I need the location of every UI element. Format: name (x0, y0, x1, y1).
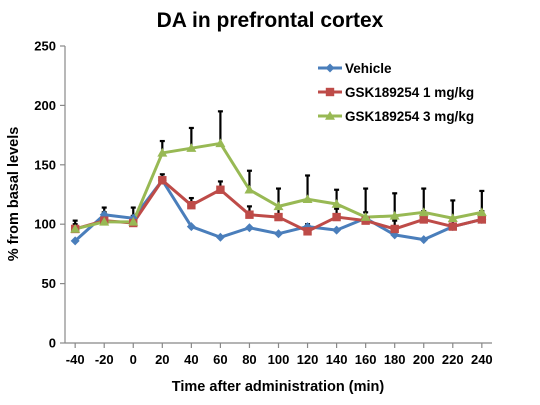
data-point-series-1 (70, 236, 80, 246)
x-tick-label: 40 (184, 352, 198, 367)
data-point-series-3 (418, 207, 429, 217)
y-ticks: 0 50 100 150 200 250 (34, 39, 65, 351)
data-point-series-3 (157, 147, 168, 157)
data-point-series-3 (273, 201, 284, 211)
legend-entry: GSK189254 1 mg/kg (345, 85, 474, 100)
x-tick-label: 240 (471, 352, 493, 367)
y-tick-label: 0 (49, 336, 56, 351)
data-point-series-3 (331, 199, 342, 208)
data-point-series-3 (186, 143, 197, 152)
x-tick-label: 220 (442, 352, 464, 367)
data-point-series-2 (274, 212, 283, 222)
data-point-series-2 (477, 215, 487, 224)
chart-title: DA in prefrontal cortex (157, 9, 384, 32)
legend-marker (325, 111, 335, 120)
data-point-series-2 (332, 212, 341, 222)
x-tick-label: 140 (326, 352, 348, 367)
data-point-series-3 (476, 207, 487, 217)
legend-entry: Vehicle (345, 61, 392, 76)
data-point-series-2 (303, 227, 312, 236)
data-point-series-3 (215, 138, 226, 148)
data-point-series-3 (99, 216, 110, 226)
x-tick-label: -40 (66, 352, 85, 367)
x-tick-label: 180 (384, 352, 406, 367)
x-tick-label: 20 (155, 352, 169, 367)
x-tick-label: 160 (355, 352, 377, 367)
legend-entry: GSK189254 3 mg/kg (345, 109, 474, 124)
data-point-series-3 (244, 184, 255, 194)
x-ticks: -40 -20 0 20 40 60 80 100 120 140 160 180 200 220 240 (66, 343, 493, 367)
data-point-series-3 (128, 216, 139, 226)
data-point-series-2 (419, 215, 428, 224)
data-point-series-2 (245, 210, 254, 219)
data-point-series-2 (216, 185, 225, 194)
data-point-series-2 (187, 200, 196, 210)
x-tick-label: 80 (242, 352, 256, 367)
data-point-series-3 (447, 213, 458, 223)
x-tick-label: 60 (213, 352, 227, 367)
y-tick-label: 150 (34, 157, 56, 172)
data-point-series-1 (274, 229, 283, 239)
x-tick-label: 100 (268, 352, 290, 367)
data-point-series-1 (244, 223, 254, 233)
plot-area: 0 50 100 150 200 250 -40 -20 0 20 40 60 80 100 120 140… (34, 39, 492, 368)
legend: Vehicle GSK189254 1 mg/kg GSK189254 3 mg/k… (318, 61, 474, 124)
data-point-series-2 (448, 222, 457, 231)
data-point-series-2 (390, 224, 399, 234)
data-point-series-3 (302, 194, 313, 204)
legend-marker (325, 87, 335, 97)
data-point-series-1 (419, 235, 429, 245)
data-point-series-2 (158, 176, 167, 185)
y-tick-label: 50 (42, 276, 56, 291)
x-tick-label: -20 (95, 352, 114, 367)
data-point-series-3 (70, 223, 81, 233)
x-axis-label: Time after administration (min) (172, 379, 385, 395)
x-tick-label: 120 (297, 352, 319, 367)
y-axis-label: % from basal levels (6, 127, 22, 262)
x-tick-label: 200 (413, 352, 435, 367)
x-tick-label: 0 (130, 352, 137, 367)
series-markers (70, 138, 487, 246)
y-tick-label: 250 (34, 39, 56, 54)
y-tick-label: 100 (34, 217, 56, 232)
data-point-series-1 (186, 222, 196, 232)
data-point-series-1 (215, 232, 225, 242)
legend-marker (325, 63, 335, 73)
y-tick-label: 200 (34, 98, 56, 113)
data-point-series-3 (389, 210, 400, 220)
data-point-series-3 (360, 212, 371, 221)
data-point-series-1 (332, 225, 342, 235)
